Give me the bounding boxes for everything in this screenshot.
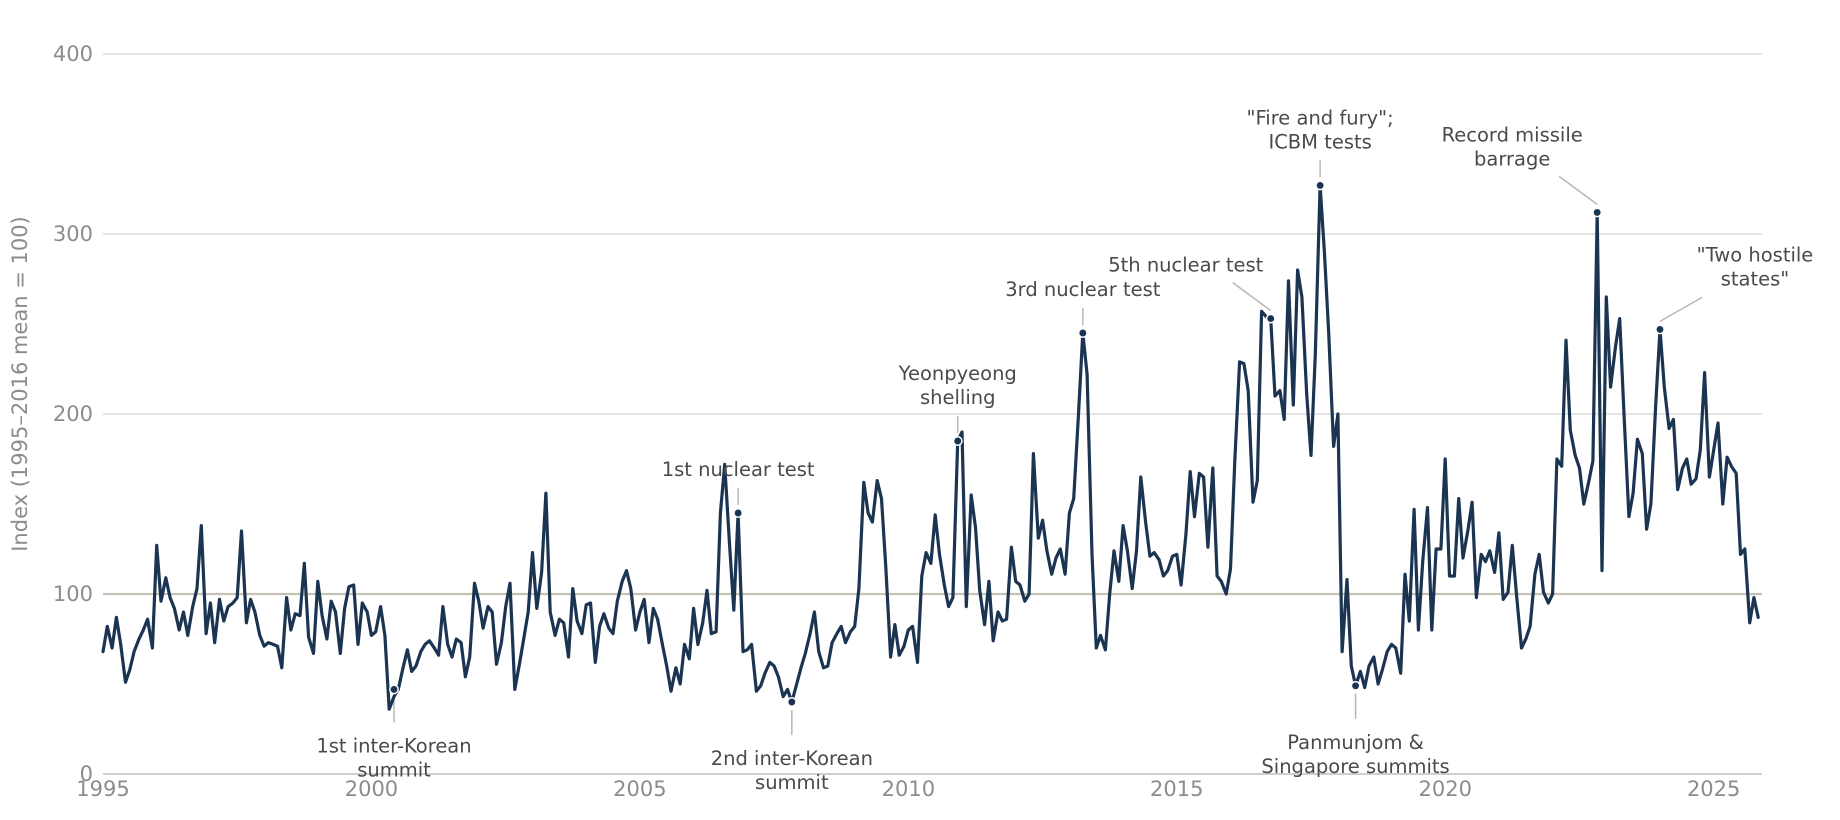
- annotation-leader: [1659, 296, 1703, 323]
- x-tick-label: 2025: [1687, 777, 1740, 801]
- x-tick-label: 2000: [345, 777, 398, 801]
- x-tick-label: 2015: [1150, 777, 1203, 801]
- y-axis: 0 100 200 300 400: [53, 42, 93, 786]
- y-tick-label: 300: [53, 222, 93, 246]
- annotation-label: Record missile: [1442, 123, 1583, 146]
- x-tick-label: 2010: [882, 777, 935, 801]
- annotation-label: Yeonpyeong: [898, 362, 1017, 385]
- event-marker: [1655, 324, 1665, 335]
- series-line: [101, 183, 1760, 711]
- annotation-label: Panmunjom &: [1287, 731, 1424, 754]
- event-marker: [1350, 680, 1361, 691]
- x-tick-label: 1995: [76, 777, 129, 801]
- annotation-label: states": [1721, 267, 1790, 290]
- annotation-label: 1st nuclear test: [662, 458, 815, 481]
- grid-layer: [103, 53, 1762, 775]
- y-tick-label: 400: [53, 42, 93, 66]
- y-axis-label: Index (1995–2016 mean = 100): [8, 216, 32, 552]
- annotation-label: 1st inter-Korean: [316, 734, 471, 757]
- annotation-label: "Two hostile: [1697, 243, 1814, 266]
- x-tick-label: 2005: [613, 777, 666, 801]
- annotation-leader: [1558, 175, 1598, 206]
- annotation-leaders: [393, 160, 1703, 735]
- event-markers: [389, 180, 1665, 707]
- annotation-label: "Fire and fury";: [1247, 106, 1394, 129]
- annotation-leader: [1232, 281, 1272, 312]
- annotation-label: summit: [357, 758, 431, 781]
- y-tick-label: 200: [53, 402, 93, 426]
- event-marker: [1265, 313, 1276, 324]
- event-marker: [1077, 328, 1088, 338]
- annotation-label: Singapore summits: [1261, 755, 1449, 778]
- y-tick-label: 0: [80, 762, 93, 786]
- x-axis: 1995 2000 2005 2010 2015 2020 2025: [76, 777, 1740, 801]
- event-marker: [786, 697, 797, 707]
- annotation-label: 5th nuclear test: [1108, 254, 1263, 277]
- event-marker: [389, 684, 399, 695]
- annotation-label: 2nd inter-Korean: [711, 747, 873, 770]
- annotation-label: shelling: [920, 386, 996, 409]
- event-marker: [1592, 207, 1603, 218]
- y-tick-label: 100: [53, 582, 93, 606]
- event-marker: [1315, 180, 1326, 191]
- x-tick-label: 2020: [1419, 777, 1472, 801]
- event-marker: [952, 436, 963, 446]
- annotation-label: ICBM tests: [1268, 130, 1371, 153]
- annotation-label: barrage: [1474, 147, 1550, 170]
- annotation-label: summit: [755, 771, 829, 794]
- event-marker: [733, 508, 744, 518]
- annotation-label: 3rd nuclear test: [1005, 278, 1160, 301]
